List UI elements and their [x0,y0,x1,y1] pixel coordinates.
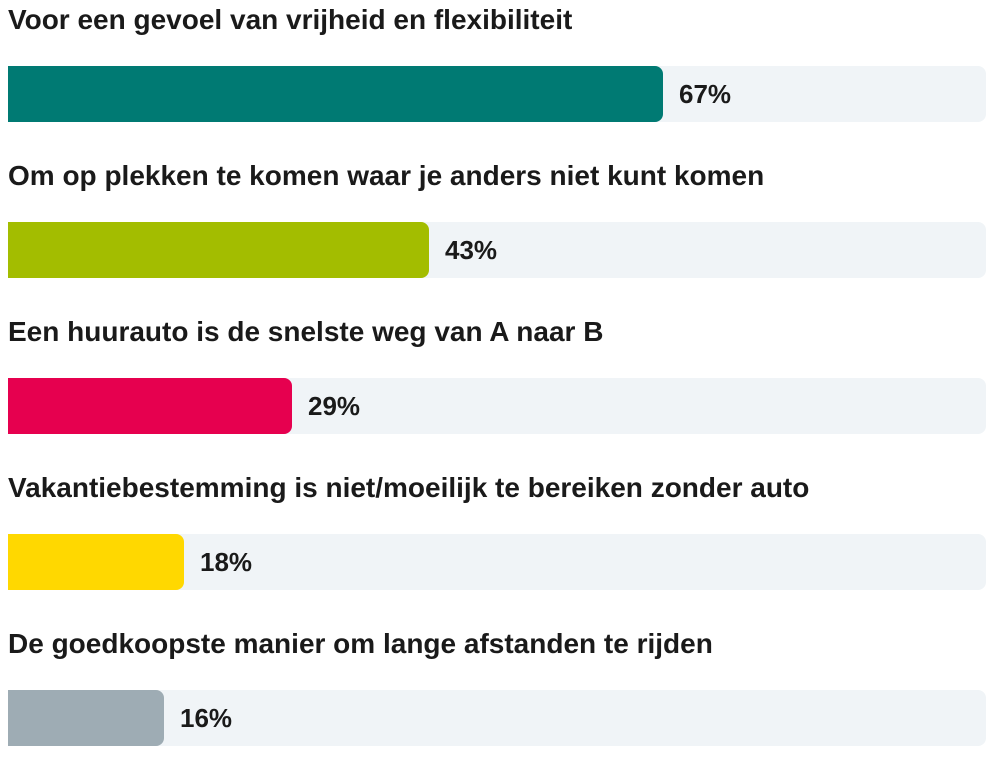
value-label: 43% [445,235,498,265]
value-label: 67% [679,79,732,109]
bar-track [8,222,986,278]
bar-track [8,534,986,590]
value-label: 29% [308,391,361,421]
bar-row: De goedkoopste manier om lange afstanden… [0,624,1000,780]
value-label: 18% [200,547,253,577]
bar-row: Een huurauto is de snelste weg van A naa… [0,312,1000,468]
value-label: 16% [180,703,233,733]
bar-row: Vakantiebestemming is niet/moeilijk te b… [0,468,1000,624]
category-label: Vakantiebestemming is niet/moeilijk te b… [8,472,810,503]
bar [8,66,663,122]
bar-track [8,66,986,122]
category-label: Om op plekken te komen waar je anders ni… [8,160,765,191]
bar [8,534,184,590]
category-label: Voor een gevoel van vrijheid en flexibil… [8,4,573,35]
bar-row: Om op plekken te komen waar je anders ni… [0,156,1000,312]
category-label: De goedkoopste manier om lange afstanden… [8,628,713,659]
bar [8,222,429,278]
bar-track [8,378,986,434]
category-label: Een huurauto is de snelste weg van A naa… [8,316,604,347]
bar-track [8,690,986,746]
horizontal-bar-chart: Voor een gevoel van vrijheid en flexibil… [0,0,1000,746]
bar-row: Voor een gevoel van vrijheid en flexibil… [0,0,1000,156]
bar [8,690,164,746]
bar [8,378,292,434]
